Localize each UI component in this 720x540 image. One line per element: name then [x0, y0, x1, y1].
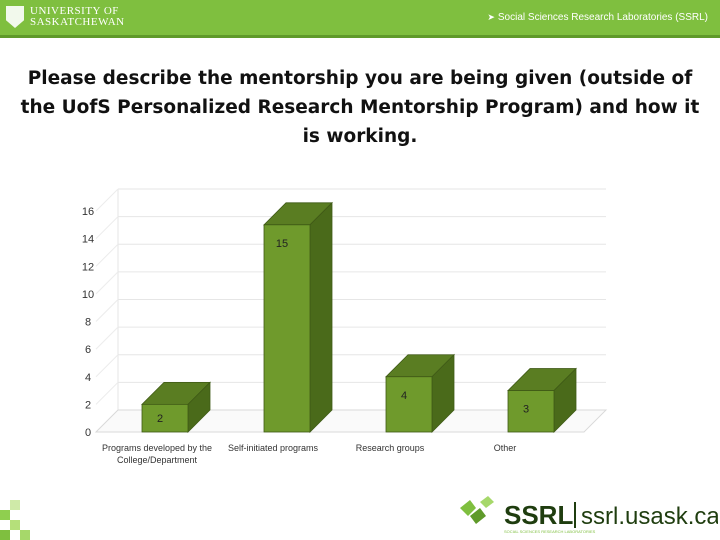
y-tick-label: 4: [85, 372, 91, 384]
header-bar: UNIVERSITY OF SASKATCHEWAN ➤ Social Scien…: [0, 0, 720, 38]
bar: [507, 390, 555, 433]
side-gridline: [95, 326, 119, 350]
x-tick-label: Research groups: [356, 443, 425, 453]
arrow-icon: ➤: [487, 12, 495, 22]
lab-name-text: Social Sciences Research Laboratories (S…: [497, 12, 708, 23]
ssrl-brand: SSRL ssrl.usask.ca SOCIAL SCIENCES RESEA…: [460, 496, 718, 534]
university-name-line2: SASKATCHEWAN: [30, 16, 125, 28]
x-tick-label: Other: [494, 443, 517, 453]
leaf-icon: [460, 496, 494, 524]
side-gridline: [95, 216, 119, 239]
university-logo: UNIVERSITY OF SASKATCHEWAN: [6, 6, 125, 28]
data-label: 15: [276, 238, 288, 250]
y-tick-label: 0: [85, 427, 91, 439]
brand-name: SSRL: [504, 500, 573, 530]
data-label: 3: [523, 404, 529, 416]
y-tick-label: 14: [82, 234, 94, 246]
y-tick-label: 8: [85, 317, 91, 329]
university-name-line1: UNIVERSITY OF: [30, 5, 119, 17]
side-gridline: [95, 382, 119, 405]
bar-side: [309, 201, 333, 433]
side-gridline: [95, 243, 119, 267]
slide-title: Please describe the mentorship you are b…: [20, 68, 700, 147]
y-tick-label: 10: [82, 289, 94, 301]
x-tick-label: Self-initiated programs: [228, 443, 319, 453]
side-gridline: [95, 299, 119, 322]
y-tick-label: 2: [85, 399, 91, 411]
side-gridline: [95, 271, 119, 295]
header-rule: [0, 35, 720, 38]
y-tick-label: 12: [82, 261, 94, 273]
lab-name: ➤ Social Sciences Research Laboratories (…: [487, 12, 708, 23]
data-label: 4: [401, 390, 407, 402]
side-gridline: [95, 354, 119, 378]
data-label: 2: [157, 413, 163, 425]
bar: [385, 376, 433, 433]
y-tick-label: 16: [82, 206, 94, 218]
brand-url: ssrl.usask.ca: [581, 503, 718, 530]
side-gridline: [95, 188, 119, 212]
x-tick-label: Programs developed by the College/Departm…: [102, 443, 212, 465]
crest-icon: [6, 6, 24, 28]
bar: [141, 403, 189, 433]
decorative-mosaic: [0, 500, 30, 540]
brand-tagline: SOCIAL SCIENCES RESEARCH LABORATORIES: [504, 529, 596, 534]
bar: [263, 224, 311, 433]
y-tick-label: 6: [85, 344, 91, 356]
